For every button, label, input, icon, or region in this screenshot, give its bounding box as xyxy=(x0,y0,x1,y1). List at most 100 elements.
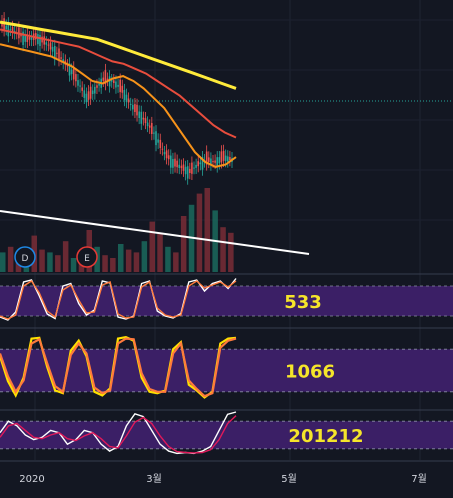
candle-body[interactable] xyxy=(138,111,140,119)
candle-body[interactable] xyxy=(132,104,134,110)
candle-body[interactable] xyxy=(60,57,62,59)
candle-body[interactable] xyxy=(201,157,204,170)
candle-body[interactable] xyxy=(24,35,26,42)
candle-body[interactable] xyxy=(106,78,109,80)
candle-body[interactable] xyxy=(199,162,202,165)
candle-body[interactable] xyxy=(229,157,231,161)
candle-body[interactable] xyxy=(68,63,71,76)
candle-body[interactable] xyxy=(159,139,162,148)
candle-body[interactable] xyxy=(104,70,107,85)
candle-body[interactable] xyxy=(127,98,130,103)
candle-body[interactable] xyxy=(77,80,79,86)
oscillator-line[interactable] xyxy=(0,415,237,454)
candle-body[interactable] xyxy=(35,33,37,40)
candle-body[interactable] xyxy=(174,158,176,167)
candle-body[interactable] xyxy=(85,93,88,103)
candle-body[interactable] xyxy=(89,86,92,99)
candle-body[interactable] xyxy=(113,80,115,83)
candle-body[interactable] xyxy=(144,118,147,123)
candle-body[interactable] xyxy=(121,85,124,93)
candle-body[interactable] xyxy=(26,34,29,42)
candle-body[interactable] xyxy=(189,168,191,173)
candle-body[interactable] xyxy=(79,85,81,87)
candle-body[interactable] xyxy=(191,162,193,174)
oscillator-line[interactable] xyxy=(0,280,237,320)
candle-body[interactable] xyxy=(56,52,58,54)
candle-body[interactable] xyxy=(91,90,94,95)
candle-body[interactable] xyxy=(195,164,197,168)
candle-body[interactable] xyxy=(45,42,48,45)
oscillator-line[interactable] xyxy=(0,278,237,321)
candle-body[interactable] xyxy=(148,125,151,128)
oscillator-line[interactable] xyxy=(0,337,237,398)
candle-body[interactable] xyxy=(157,139,159,143)
candle-body[interactable] xyxy=(83,90,86,98)
candle-body[interactable] xyxy=(96,85,98,88)
candle-body[interactable] xyxy=(117,84,119,87)
candle-body[interactable] xyxy=(54,46,56,60)
candle-body[interactable] xyxy=(119,79,121,93)
candle-body[interactable] xyxy=(39,34,41,46)
candle-body[interactable] xyxy=(66,65,69,67)
candle-body[interactable] xyxy=(170,155,172,168)
candle-body[interactable] xyxy=(70,69,73,75)
candle-body[interactable] xyxy=(108,76,111,87)
candle-body[interactable] xyxy=(22,31,24,45)
candle-body[interactable] xyxy=(30,37,33,40)
candle-body[interactable] xyxy=(94,86,96,94)
candle-body[interactable] xyxy=(172,159,174,168)
candle-body[interactable] xyxy=(51,46,54,52)
candle-body[interactable] xyxy=(11,27,14,33)
candle-body[interactable] xyxy=(49,42,52,50)
candle-body[interactable] xyxy=(176,160,178,168)
candle-body[interactable] xyxy=(220,151,223,163)
candle-body[interactable] xyxy=(125,94,128,102)
candle-body[interactable] xyxy=(9,29,12,31)
candle-body[interactable] xyxy=(153,132,155,134)
candle-body[interactable] xyxy=(163,152,166,155)
candle-body[interactable] xyxy=(218,157,221,164)
candle-body[interactable] xyxy=(28,37,31,40)
oscillator-panels[interactable]: 533 1066 201212 xyxy=(0,278,453,455)
candle-body[interactable] xyxy=(129,103,132,105)
candle-body[interactable] xyxy=(178,164,180,168)
candle-body[interactable] xyxy=(136,104,138,116)
moving-average-line[interactable] xyxy=(0,43,237,168)
candle-body[interactable] xyxy=(110,80,113,82)
candle-body[interactable] xyxy=(184,166,187,175)
candle-body[interactable] xyxy=(222,150,225,161)
candle-body[interactable] xyxy=(155,131,157,146)
candle-body[interactable] xyxy=(180,165,183,169)
candle-body[interactable] xyxy=(123,90,126,100)
candle-body[interactable] xyxy=(142,117,145,120)
candle-body[interactable] xyxy=(186,166,189,179)
candle-body[interactable] xyxy=(134,104,136,112)
event-marker[interactable] xyxy=(14,246,36,268)
candle-body[interactable] xyxy=(205,151,208,165)
candle-body[interactable] xyxy=(7,23,10,37)
candle-body[interactable] xyxy=(5,25,7,30)
candle-body[interactable] xyxy=(140,111,143,124)
candle-body[interactable] xyxy=(161,148,164,150)
candle-body[interactable] xyxy=(146,122,149,127)
moving-average-line[interactable] xyxy=(0,28,237,139)
candle-body[interactable] xyxy=(208,157,210,162)
candle-body[interactable] xyxy=(212,161,214,163)
candle-body[interactable] xyxy=(87,91,90,100)
candle-body[interactable] xyxy=(214,160,216,163)
candle-body[interactable] xyxy=(216,157,218,167)
candle-body[interactable] xyxy=(72,67,75,80)
candle-body[interactable] xyxy=(20,34,22,37)
candle-body[interactable] xyxy=(227,156,229,162)
candle-body[interactable] xyxy=(115,81,117,88)
candle-body[interactable] xyxy=(43,36,45,45)
candle-body[interactable] xyxy=(102,77,105,81)
event-marker[interactable] xyxy=(76,246,98,268)
candle-body[interactable] xyxy=(197,161,199,167)
candle-body[interactable] xyxy=(58,48,60,61)
moving-average-line[interactable] xyxy=(0,20,237,90)
candle-body[interactable] xyxy=(37,34,39,45)
candle-body[interactable] xyxy=(75,74,77,82)
